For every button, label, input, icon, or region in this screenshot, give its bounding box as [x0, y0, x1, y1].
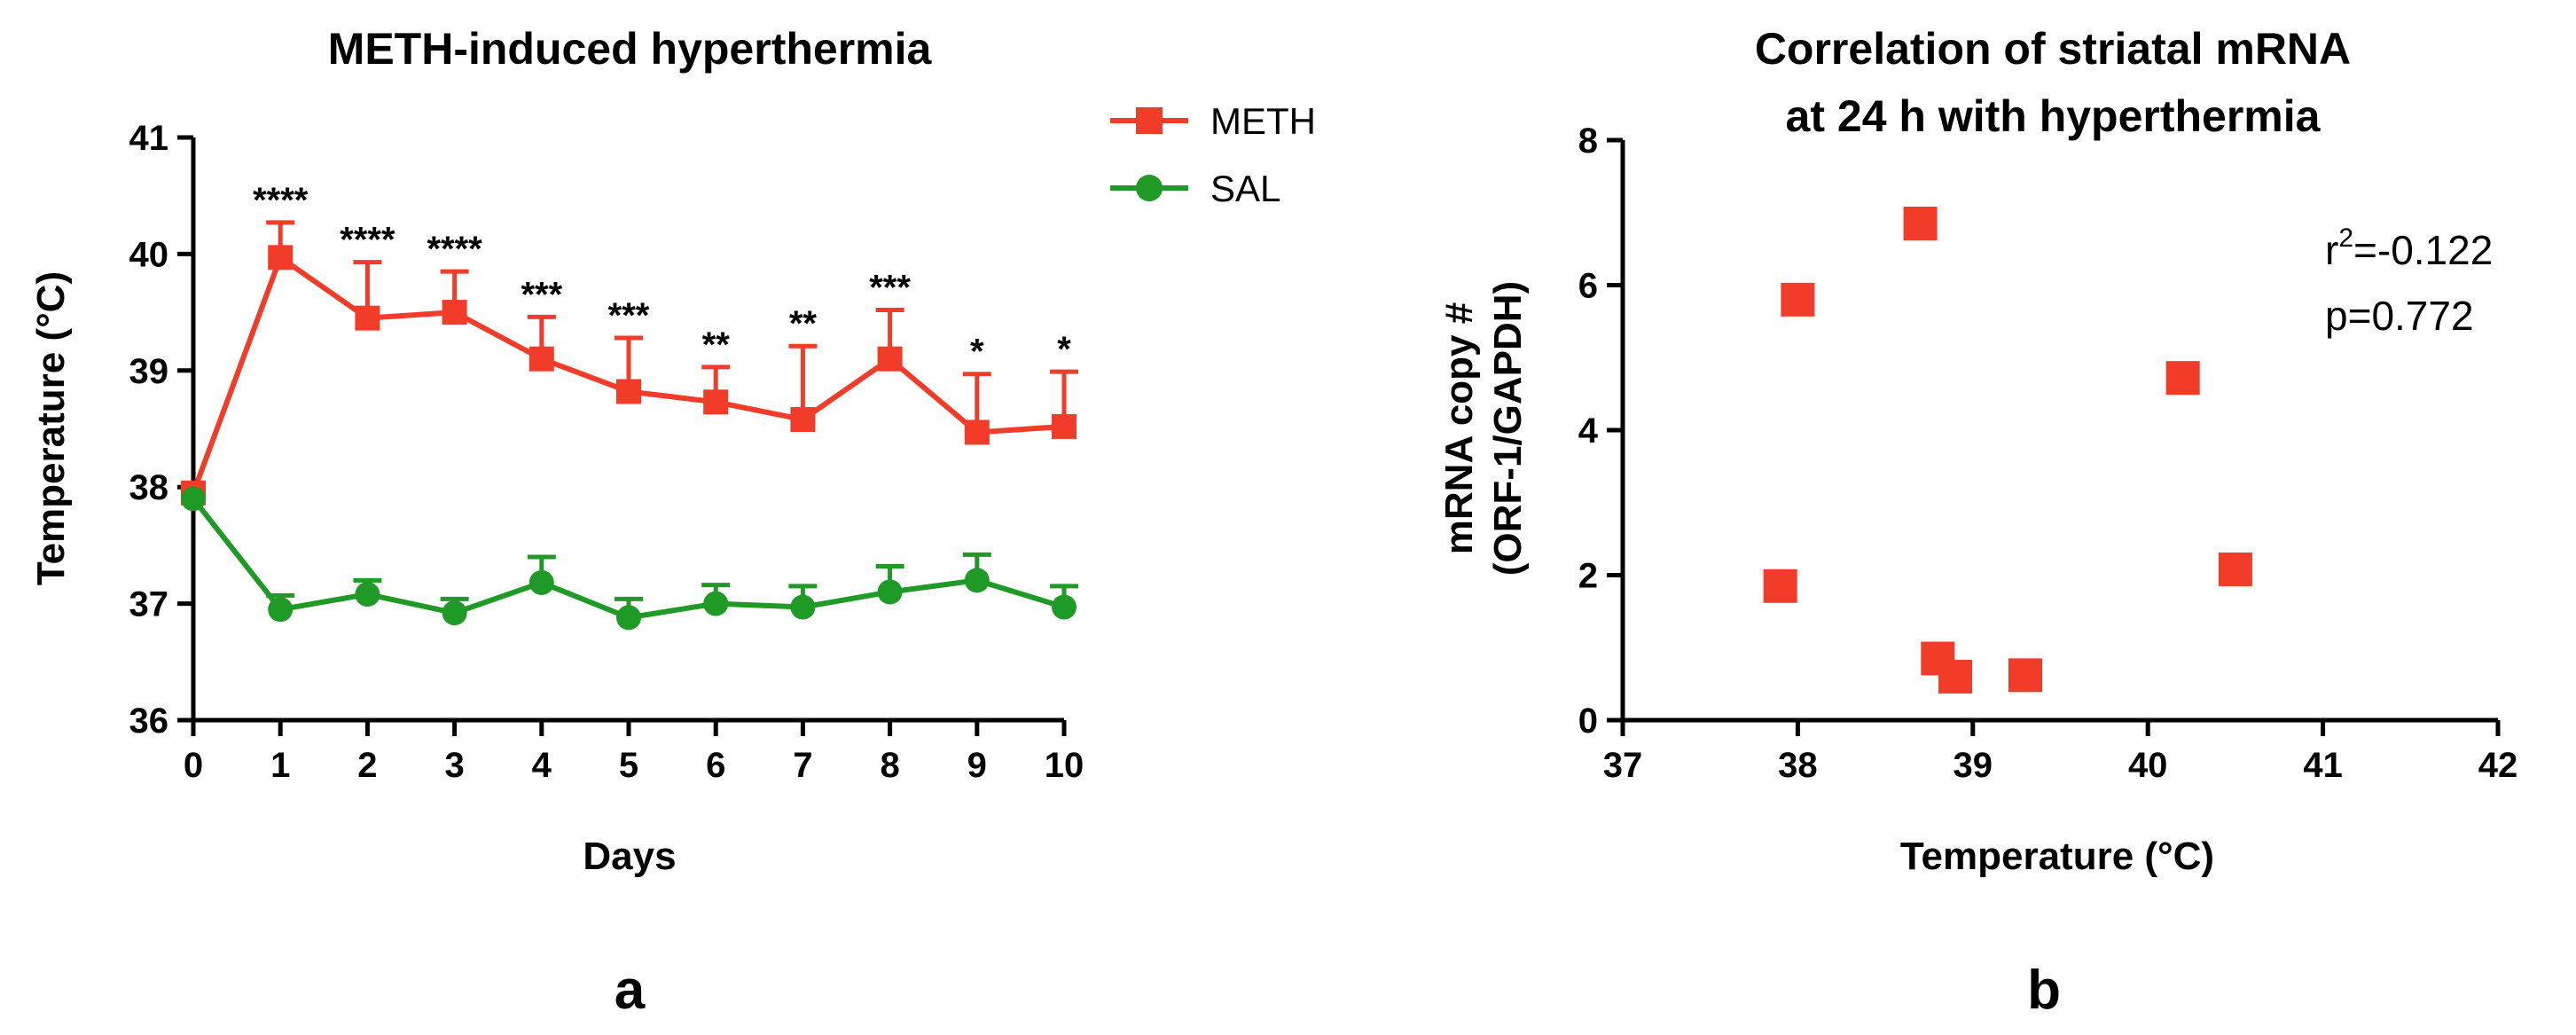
y-tick-label: 41 [129, 119, 169, 158]
legend-meth-marker [1136, 107, 1163, 134]
chart-b-title-line-1: Correlation of striatal mRNA [1755, 24, 2351, 74]
meth-point [703, 389, 729, 415]
chart-a-legend: METH SAL [1110, 100, 1316, 209]
y-tick-label: 38 [129, 468, 169, 507]
y-tick-label: 0 [1578, 702, 1598, 741]
r2-value: =-0.122 [2353, 227, 2493, 273]
significance-label: **** [427, 230, 482, 269]
sal-point [268, 597, 294, 623]
meth-point [355, 305, 380, 331]
y-tick-label: 39 [129, 352, 169, 391]
chart-b: Correlation of striatal mRNA at 24 h wit… [1437, 24, 2517, 1021]
y-tick-label: 6 [1578, 267, 1598, 306]
x-tick-label: 4 [532, 746, 552, 785]
chart-a-x-ticks: 0 1 2 3 4 5 6 7 8 9 10 [184, 720, 1084, 785]
r2-prefix: r [2325, 227, 2338, 273]
chart-b-y-label-line-1: mRNA copy # [1437, 302, 1481, 554]
significance-label: *** [869, 268, 911, 307]
x-tick-label: 3 [444, 746, 464, 785]
x-tick-label: 1 [270, 746, 290, 785]
y-tick-label: 2 [1578, 557, 1598, 596]
legend-meth-label: METH [1210, 100, 1316, 142]
chart-a-title: METH-induced hyperthermia [328, 24, 933, 74]
chart-b-y-ticks: 0 2 4 6 8 [1578, 122, 1623, 741]
significance-label: * [970, 333, 984, 372]
scatter-point [2218, 552, 2252, 586]
scatter-point [1938, 659, 1973, 694]
significance-label: ** [702, 325, 731, 365]
scatter-point [1781, 282, 1815, 317]
meth-point [529, 346, 554, 372]
significance-label: *** [608, 296, 650, 335]
x-tick-label: 38 [1778, 746, 1818, 785]
meth-point [268, 245, 294, 271]
sal-point [355, 582, 380, 608]
x-tick-label: 42 [2478, 746, 2518, 785]
r2-superscript: 2 [2338, 223, 2353, 253]
significance-label: * [1057, 330, 1071, 369]
meth-point [616, 379, 641, 404]
chart-b-y-label-line-2: (ORF-1/GAPDH) [1486, 281, 1530, 576]
x-tick-label: 10 [1045, 746, 1084, 785]
x-tick-label: 0 [184, 746, 203, 785]
sal-point [181, 486, 206, 512]
scatter-point [2008, 658, 2043, 693]
x-tick-label: 5 [619, 746, 638, 785]
x-tick-label: 40 [2128, 746, 2168, 785]
panel-label-a: a [615, 960, 646, 1021]
sal-point [529, 569, 554, 595]
chart-b-points [1763, 207, 2252, 694]
legend-sal-label: SAL [1210, 168, 1280, 209]
sal-point [964, 568, 990, 593]
x-tick-label: 39 [1954, 746, 1993, 785]
significance-label: *** [521, 275, 562, 314]
x-tick-label: 7 [793, 746, 812, 785]
chart-b-title-line-2: at 24 h with hyperthermia [1786, 91, 2322, 141]
sal-point [877, 579, 903, 605]
significance-label: **** [340, 221, 395, 260]
chart-a-axes [191, 137, 1064, 723]
chart-a-significance: ******** ****************** * [253, 181, 1071, 372]
meth-point [790, 406, 816, 432]
x-tick-label: 8 [880, 746, 899, 785]
scatter-point [1903, 207, 1938, 241]
meth-point [1052, 413, 1077, 439]
chart-a-y-label: Temperature (°C) [29, 271, 73, 585]
chart-a-series [181, 220, 1078, 631]
significance-label: **** [253, 181, 309, 220]
chart-b-x-ticks: 37 38 39 40 41 42 [1603, 720, 2518, 785]
meth-point [442, 300, 467, 325]
chart-b-x-label: Temperature (°C) [1900, 835, 2214, 878]
sal-point [790, 594, 816, 620]
scatter-point [2165, 361, 2200, 396]
sal-point [442, 600, 467, 626]
significance-label: ** [789, 304, 818, 343]
sal-point [703, 591, 729, 616]
x-tick-label: 2 [357, 746, 377, 785]
scatter-point [1763, 568, 1797, 603]
chart-b-r2-annotation: r2=-0.122 [2325, 223, 2493, 273]
sal-point [1052, 594, 1077, 620]
x-tick-label: 41 [2303, 746, 2343, 785]
meth-point [964, 419, 990, 445]
x-tick-label: 37 [1603, 746, 1643, 785]
y-tick-label: 4 [1578, 412, 1599, 451]
y-tick-label: 40 [129, 235, 169, 274]
x-tick-label: 9 [967, 746, 987, 785]
x-tick-label: 6 [706, 746, 725, 785]
sal-point [616, 605, 641, 631]
chart-a: METH-induced hyperthermia METH SAL 36373… [29, 24, 1316, 1021]
chart-b-p-annotation: p=0.772 [2325, 293, 2474, 339]
y-tick-label: 8 [1578, 122, 1598, 161]
chart-a-y-ticks: 36 37 38 39 40 41 [129, 119, 193, 741]
chart-a-x-label: Days [583, 835, 676, 878]
y-tick-label: 36 [129, 702, 169, 741]
panel-label-b: b [2027, 960, 2061, 1021]
y-tick-label: 37 [129, 585, 169, 624]
legend-sal-marker [1136, 175, 1163, 201]
meth-point [877, 346, 903, 372]
